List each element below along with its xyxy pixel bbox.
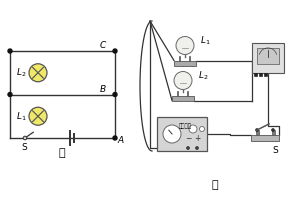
Circle shape bbox=[176, 36, 194, 55]
Circle shape bbox=[23, 136, 27, 140]
Circle shape bbox=[29, 64, 47, 82]
Circle shape bbox=[196, 146, 198, 150]
Text: −: − bbox=[185, 134, 191, 143]
Text: S: S bbox=[21, 143, 27, 152]
Bar bbox=[157, 117, 207, 151]
Circle shape bbox=[256, 129, 258, 131]
Bar bbox=[257, 48, 279, 64]
Circle shape bbox=[29, 107, 47, 125]
Circle shape bbox=[113, 136, 117, 140]
Circle shape bbox=[8, 92, 12, 96]
Circle shape bbox=[200, 126, 205, 131]
Text: $\mathit{L}_2$: $\mathit{L}_2$ bbox=[16, 67, 26, 79]
Text: 学生电源: 学生电源 bbox=[179, 123, 192, 129]
Text: $\mathit{L}_2$: $\mathit{L}_2$ bbox=[198, 69, 209, 82]
Bar bbox=[253, 73, 257, 76]
Bar bbox=[264, 73, 266, 76]
Text: $\mathit{C}$: $\mathit{C}$ bbox=[99, 39, 107, 50]
Text: 乙: 乙 bbox=[212, 180, 218, 190]
Circle shape bbox=[271, 129, 274, 131]
Bar bbox=[252, 43, 284, 73]
Text: 甲: 甲 bbox=[59, 148, 65, 158]
Text: +: + bbox=[194, 134, 200, 143]
Bar bbox=[251, 135, 279, 141]
Bar bbox=[271, 130, 274, 135]
Text: $\mathit{B}$: $\mathit{B}$ bbox=[99, 82, 107, 94]
Text: $\mathit{A}$: $\mathit{A}$ bbox=[117, 134, 125, 145]
Bar bbox=[174, 61, 196, 66]
Bar bbox=[256, 130, 258, 135]
Circle shape bbox=[163, 125, 181, 143]
Circle shape bbox=[187, 146, 189, 150]
Text: $\mathit{L}_1$: $\mathit{L}_1$ bbox=[16, 110, 26, 123]
Circle shape bbox=[113, 49, 117, 53]
Text: S: S bbox=[272, 146, 278, 155]
Bar bbox=[172, 96, 194, 101]
Circle shape bbox=[8, 49, 12, 53]
Text: $\mathit{L}_1$: $\mathit{L}_1$ bbox=[200, 34, 210, 47]
Bar bbox=[258, 73, 261, 76]
Circle shape bbox=[174, 71, 192, 89]
Circle shape bbox=[189, 125, 197, 133]
Circle shape bbox=[113, 92, 117, 96]
